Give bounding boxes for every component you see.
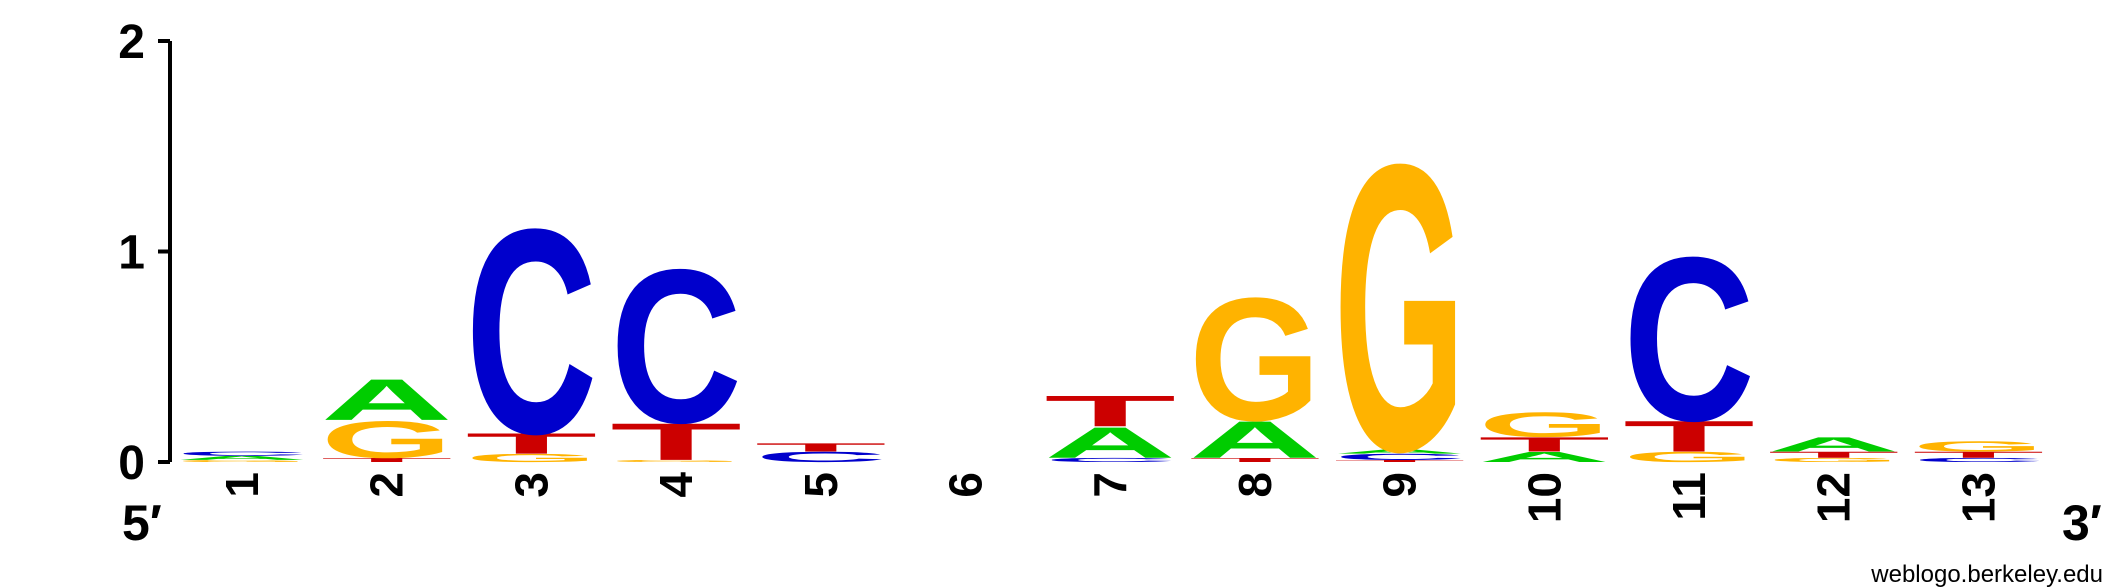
logo-letter-g: G xyxy=(610,459,742,462)
logo-letter-g: G xyxy=(1912,438,2044,454)
svg-text:A: A xyxy=(1478,449,1610,465)
position-label: 11 xyxy=(1663,472,1715,521)
svg-text:T: T xyxy=(755,441,887,454)
logo-letter-t: T xyxy=(610,412,742,471)
position-label: 13 xyxy=(1952,472,2004,523)
logo-letter-t: T xyxy=(465,427,597,460)
logo-letter-t: T xyxy=(1623,412,1755,461)
svg-text:A: A xyxy=(1768,433,1900,456)
logo-letter-c: C xyxy=(610,225,742,469)
five-prime-label: 5′ xyxy=(122,495,162,551)
svg-text:T: T xyxy=(1189,457,1321,464)
svg-text:G: G xyxy=(1189,263,1321,458)
svg-text:T: T xyxy=(1912,450,2044,460)
logo-letter-c: C xyxy=(1912,457,2044,464)
position-label: 1 xyxy=(216,472,268,498)
svg-text:T: T xyxy=(1334,459,1466,462)
weblogo-credit: weblogo.berkeley.edu xyxy=(1870,561,2103,588)
logo-letter-t: T xyxy=(755,441,887,454)
svg-text:C: C xyxy=(1623,209,1755,470)
logo-letter-a: A xyxy=(176,455,308,462)
logo-letter-t: T xyxy=(1189,457,1321,464)
logo-letter-a: A xyxy=(321,368,453,433)
svg-text:T: T xyxy=(465,427,597,460)
svg-text:C: C xyxy=(610,225,742,469)
position-label: 6 xyxy=(940,472,992,498)
logo-letter-g: G xyxy=(1623,449,1755,465)
logo-letter-t: T xyxy=(1912,450,2044,460)
svg-text:T: T xyxy=(1044,387,1176,436)
position-label: 8 xyxy=(1229,472,1281,498)
position-label: 4 xyxy=(650,472,702,498)
position-labels: 1 2 3 4 5 6 7 8 9 10 11 12 13 xyxy=(216,472,2004,524)
y-tick-label: 0 xyxy=(118,437,145,490)
position-label: 5 xyxy=(795,472,847,498)
svg-text:A: A xyxy=(1334,448,1466,455)
logo-letter-g: G xyxy=(1768,457,1900,464)
svg-text:A: A xyxy=(176,455,308,462)
logo-letter-t: T xyxy=(1044,387,1176,436)
logo-letter-a: A xyxy=(1044,419,1176,468)
logo-letter-t: T xyxy=(1478,433,1610,456)
logo-letter-g: G xyxy=(321,410,453,469)
logo-letter-t: T xyxy=(321,457,453,464)
svg-text:T: T xyxy=(1768,450,1900,460)
logo-letter-c: C xyxy=(1044,457,1176,464)
svg-text:G: G xyxy=(1334,80,1466,537)
logo-letter-c: C xyxy=(176,450,308,457)
svg-text:A: A xyxy=(1044,419,1176,468)
logo-letter-g: G xyxy=(1478,405,1610,444)
position-label: 12 xyxy=(1808,472,1860,523)
position-label: 7 xyxy=(1084,472,1136,498)
svg-text:A: A xyxy=(321,368,453,433)
logo-letter-g: G xyxy=(1334,80,1466,537)
logo-letter-c: C xyxy=(1623,209,1755,470)
y-tick-label: 1 xyxy=(118,227,145,280)
svg-text:C: C xyxy=(1334,452,1466,462)
svg-text:G: G xyxy=(465,452,597,465)
svg-text:C: C xyxy=(1912,457,2044,464)
logo-letter-t: T xyxy=(1334,459,1466,462)
svg-text:T: T xyxy=(1623,412,1755,461)
logo-letter-a: A xyxy=(1768,433,1900,456)
svg-text:T: T xyxy=(321,457,453,464)
svg-text:G: G xyxy=(1912,438,2044,454)
logo-letter-a: A xyxy=(1189,410,1321,469)
three-prime-label: 3′ xyxy=(2062,495,2102,551)
position-label: 10 xyxy=(1518,472,1570,523)
svg-text:C: C xyxy=(1044,457,1176,464)
position-label: 3 xyxy=(505,472,557,498)
svg-text:G: G xyxy=(1768,457,1900,464)
y-tick-label: 2 xyxy=(118,16,145,69)
svg-text:G: G xyxy=(321,410,453,469)
logo-letter-t: T xyxy=(1768,450,1900,460)
position-label: 2 xyxy=(361,472,413,498)
svg-text:A: A xyxy=(1189,410,1321,469)
position-label: 9 xyxy=(1374,472,1426,498)
svg-text:C: C xyxy=(176,450,308,457)
logo-letter-g: G xyxy=(465,452,597,465)
logo-letter-c: C xyxy=(465,169,597,495)
logo-letter-a: A xyxy=(1478,449,1610,465)
y-ticks: 0 1 2 xyxy=(118,16,170,490)
svg-text:C: C xyxy=(755,449,887,465)
svg-text:G: G xyxy=(1623,449,1755,465)
logo-letter-g: G xyxy=(176,459,308,462)
svg-text:C: C xyxy=(465,169,597,495)
svg-text:T: T xyxy=(610,412,742,471)
svg-text:G: G xyxy=(1478,405,1610,444)
logo-letter-a: A xyxy=(1334,448,1466,455)
logo-letter-c: C xyxy=(755,449,887,465)
logo-letter-c: C xyxy=(1334,452,1466,462)
logo-letter-g: G xyxy=(1189,263,1321,458)
svg-text:G: G xyxy=(176,459,308,462)
svg-text:G: G xyxy=(610,459,742,462)
svg-text:T: T xyxy=(1478,433,1610,456)
